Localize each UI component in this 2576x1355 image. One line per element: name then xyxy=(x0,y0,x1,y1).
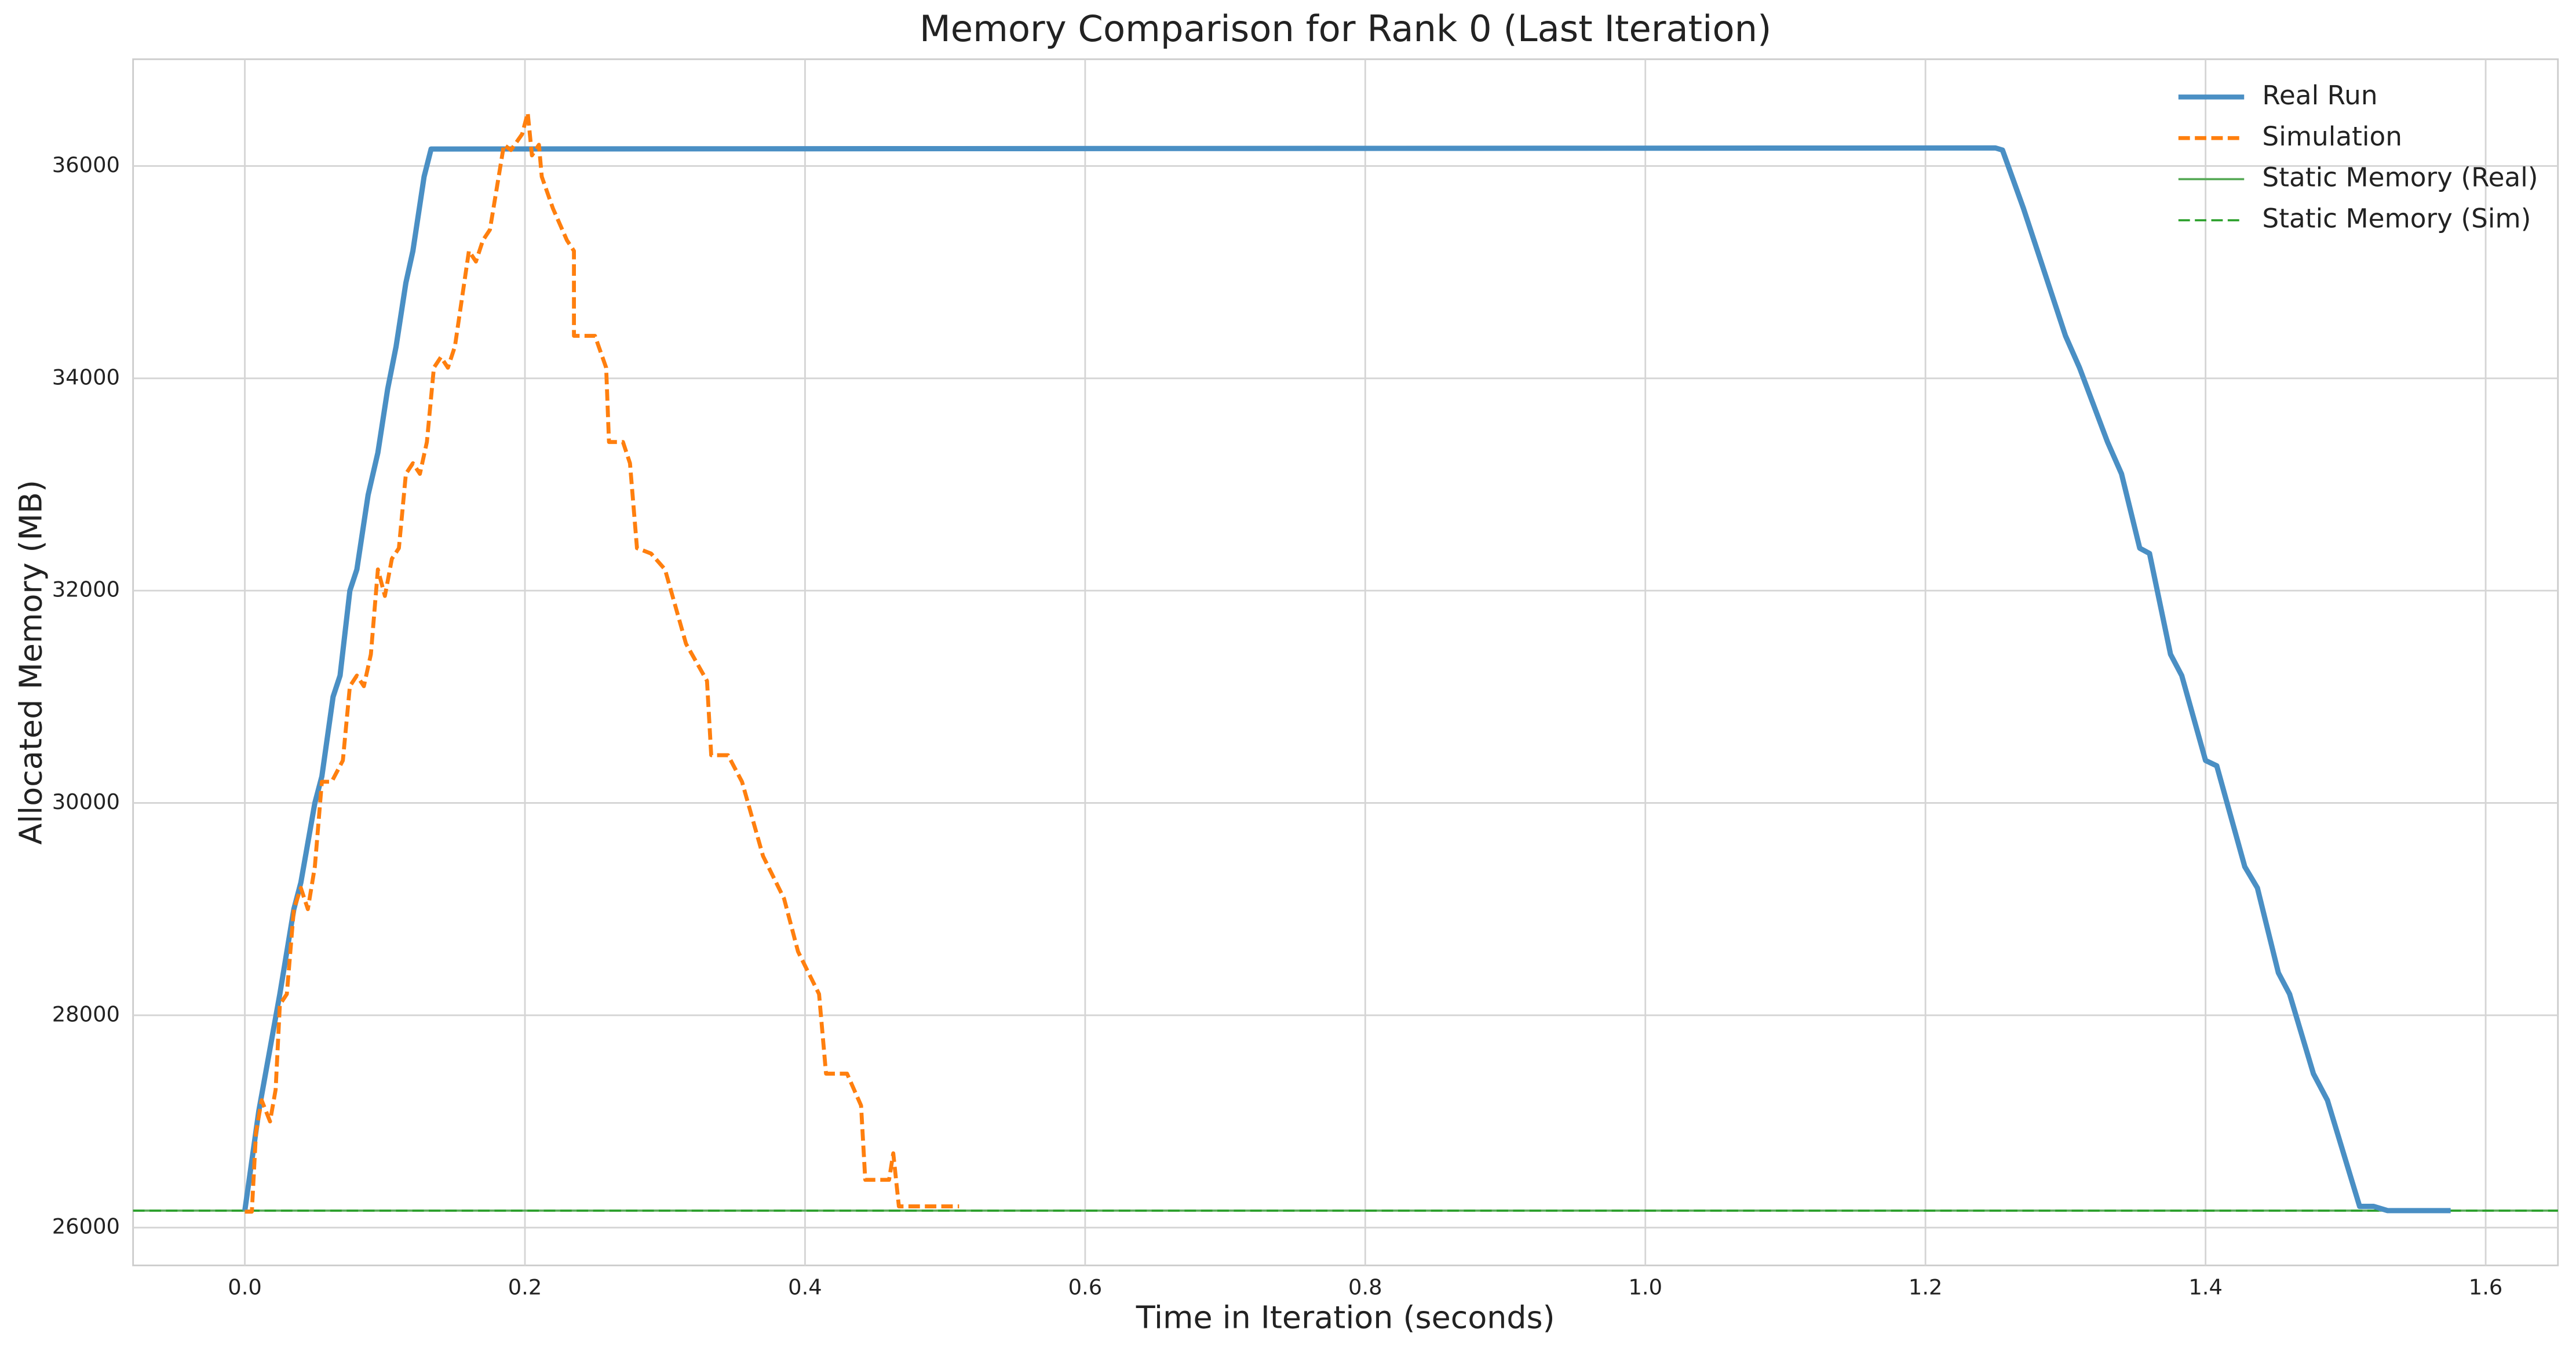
plot-area xyxy=(132,58,2559,1266)
x-tick-label: 0.2 xyxy=(508,1275,542,1300)
x-tick-label: 1.4 xyxy=(2188,1275,2223,1300)
legend-label: Static Memory (Sim) xyxy=(2262,203,2531,234)
legend-label: Static Memory (Real) xyxy=(2262,162,2538,193)
y-tick-label: 26000 xyxy=(52,1214,120,1239)
y-tick-label: 34000 xyxy=(52,365,120,389)
series-line xyxy=(242,145,2451,1214)
chart-title: Memory Comparison for Rank 0 (Last Itera… xyxy=(920,8,1772,50)
series-line xyxy=(245,111,959,1214)
x-tick-label: 0.8 xyxy=(1348,1275,1382,1300)
x-tick-label: 0.6 xyxy=(1068,1275,1103,1300)
y-tick-label: 28000 xyxy=(52,1001,120,1026)
y-axis-label: Allocated Memory (MB) xyxy=(12,480,49,845)
x-tick-label: 0.0 xyxy=(228,1275,262,1300)
x-tick-label: 1.2 xyxy=(1909,1275,1943,1300)
x-tick-label: 0.4 xyxy=(788,1275,822,1300)
x-tick-label: 1.6 xyxy=(2469,1275,2503,1300)
grid xyxy=(133,59,2558,1266)
y-tick-label: 32000 xyxy=(52,577,120,602)
x-axis-label: Time in Iteration (seconds) xyxy=(1136,1299,1555,1336)
y-tick-label: 30000 xyxy=(52,789,120,814)
legend-label: Real Run xyxy=(2262,80,2377,111)
x-tick-label: 1.0 xyxy=(1628,1275,1662,1300)
y-tick-label: 36000 xyxy=(52,152,120,177)
legend-label: Simulation xyxy=(2262,121,2402,152)
